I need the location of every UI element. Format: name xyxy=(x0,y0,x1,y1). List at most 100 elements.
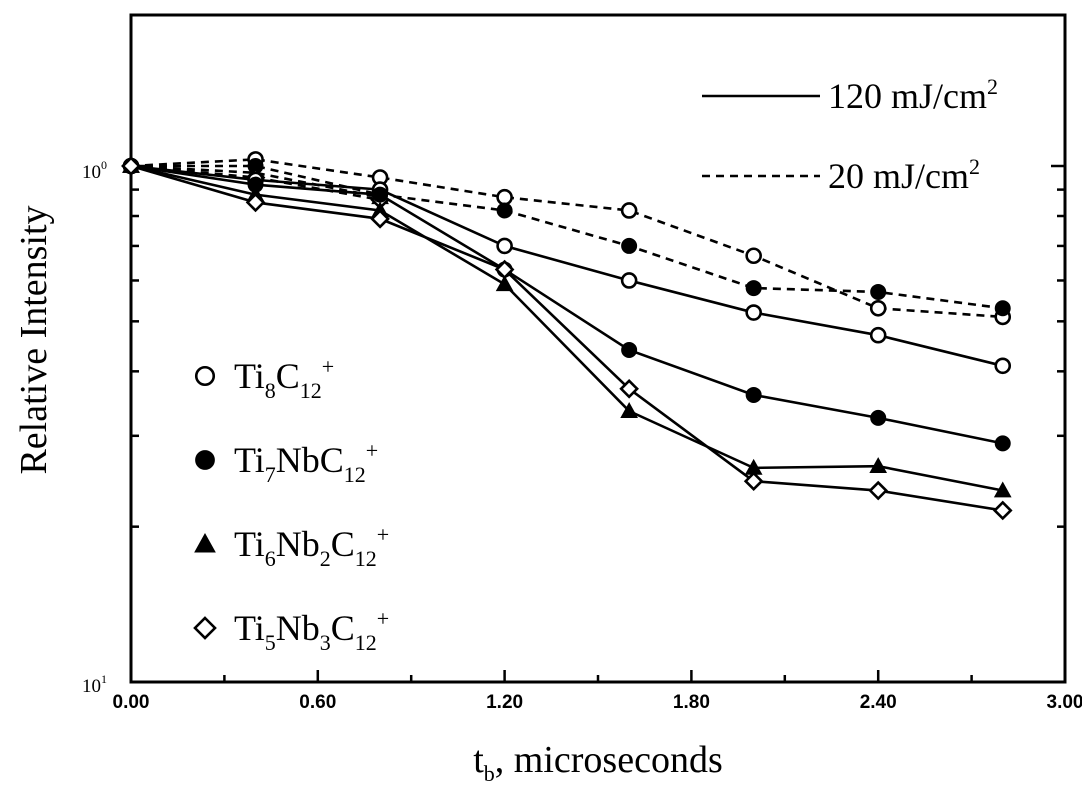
series-line xyxy=(130,164,1004,368)
x-axis-label: tb, microseconds xyxy=(473,739,723,786)
legend-subscript: 6 xyxy=(265,546,276,571)
x-axis-label-rest: , microseconds xyxy=(495,739,723,781)
data-point xyxy=(494,259,515,280)
data-point xyxy=(745,247,762,265)
y-tick-bottom-base: 10 xyxy=(82,676,101,697)
data-point xyxy=(121,156,141,176)
legend-marker xyxy=(194,365,216,387)
data-point xyxy=(745,386,762,403)
legend-subscript: 12 xyxy=(355,630,377,655)
data-point xyxy=(621,237,638,254)
x-tick-label: 1.20 xyxy=(486,692,523,713)
legend-line-sup: 2 xyxy=(969,154,980,179)
series-line xyxy=(130,164,1003,445)
y-tick-top-exp: 0 xyxy=(101,158,107,172)
x-tick-label: 0.00 xyxy=(113,692,150,713)
data-point xyxy=(870,409,887,426)
legend-superscript: + xyxy=(322,354,334,379)
data-point xyxy=(620,402,638,418)
data-point xyxy=(745,304,762,321)
data-point xyxy=(496,202,513,219)
data-point xyxy=(370,208,390,229)
data-point xyxy=(994,357,1012,375)
x-tick-label: 0.60 xyxy=(299,692,336,713)
x-axis-ticks: 0.00 0.60 1.20 1.80 2.40 3.00 xyxy=(113,670,1082,713)
legend-text-part: Ti xyxy=(234,608,265,648)
data-point xyxy=(992,500,1013,521)
legend-marker-label: Ti7NbC12+ xyxy=(234,438,378,487)
data-point xyxy=(868,480,889,501)
legend-text-part: Ti xyxy=(234,440,265,480)
data-point xyxy=(745,280,762,297)
data-point xyxy=(621,341,638,358)
legend-subscript: 5 xyxy=(265,630,276,655)
legend-text-part: C xyxy=(331,608,355,648)
legend-text-part: NbC xyxy=(276,440,344,480)
legend-subscript: 12 xyxy=(355,546,377,571)
legend-subscript: 7 xyxy=(265,462,276,487)
legend-marker-label: Ti5Nb3C12+ xyxy=(234,606,389,655)
legend-text-part: Ti xyxy=(234,524,265,564)
series-line xyxy=(130,158,1003,319)
legend-text-part: Ti xyxy=(234,356,265,396)
legend-superscript: + xyxy=(377,522,389,547)
legend-line-label: 120 mJ/cm2 xyxy=(828,74,998,116)
legend-subscript: 2 xyxy=(320,546,331,571)
data-point xyxy=(743,471,764,492)
legend-marker-label: Ti6Nb2C12+ xyxy=(234,522,389,571)
marker-legend: Ti8C12+Ti7NbC12+Ti6Nb2C12+Ti5Nb3C12+ xyxy=(193,354,389,655)
data-point xyxy=(869,299,887,317)
data-point xyxy=(994,300,1011,317)
y-axis-label: Relative Intensity xyxy=(13,205,55,474)
y-tick-bottom-exp: 1 xyxy=(101,672,107,686)
legend-text-part: C xyxy=(331,524,355,564)
x-axis-label-main: t xyxy=(473,739,484,781)
y-tick-label-top: 100 xyxy=(82,158,107,183)
data-point xyxy=(870,283,887,300)
legend-text-part: C xyxy=(276,356,300,396)
data-point xyxy=(869,457,888,474)
legend-line-text: 20 mJ/cm xyxy=(828,156,969,196)
svg-text:101: 101 xyxy=(82,672,107,697)
legend-subscript: 12 xyxy=(344,462,366,487)
y-tick-top-base: 10 xyxy=(82,162,101,183)
legend-superscript: + xyxy=(377,606,389,631)
legend-text-part: Nb xyxy=(276,608,320,648)
series-line xyxy=(130,164,1003,512)
legend-line-label: 20 mJ/cm2 xyxy=(828,154,980,196)
legend-marker xyxy=(194,532,216,553)
x-tick-label: 1.80 xyxy=(673,692,710,713)
data-point xyxy=(994,435,1011,452)
data-point xyxy=(372,186,389,203)
data-point xyxy=(620,272,638,289)
x-tick-label: 2.40 xyxy=(860,692,897,713)
y-axis-ticks xyxy=(131,164,1065,684)
series-layer xyxy=(121,151,1013,521)
legend-line-text: 120 mJ/cm xyxy=(828,76,987,116)
series-line xyxy=(131,164,1003,310)
data-point xyxy=(619,378,639,399)
data-point xyxy=(993,481,1012,498)
legend-marker-label: Ti8C12+ xyxy=(234,354,334,403)
x-tick-label: 3.00 xyxy=(1047,692,1082,713)
data-point xyxy=(495,275,514,292)
legend-superscript: + xyxy=(366,438,378,463)
legend-subscript: 12 xyxy=(300,378,322,403)
legend-marker xyxy=(195,450,215,470)
data-point xyxy=(869,326,887,344)
legend-line-sup: 2 xyxy=(987,74,998,99)
data-point xyxy=(496,188,513,206)
series-line xyxy=(130,164,1003,492)
legend-text-part: Nb xyxy=(276,524,320,564)
x-axis-label-sub: b xyxy=(484,761,495,786)
svg-text:100: 100 xyxy=(82,158,107,183)
y-tick-label-bottom: 101 xyxy=(82,672,107,697)
legend-subscript: 8 xyxy=(265,378,276,403)
series-solid-open-diamond xyxy=(121,156,1013,521)
data-point xyxy=(620,202,638,219)
legend-marker xyxy=(193,616,217,640)
data-point xyxy=(496,237,513,255)
data-point xyxy=(245,192,266,213)
